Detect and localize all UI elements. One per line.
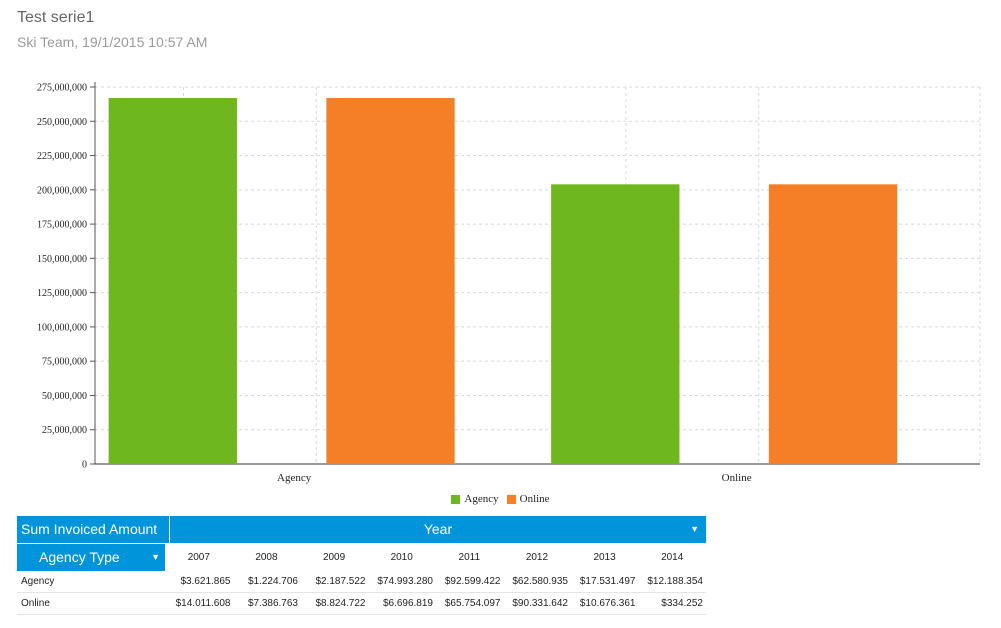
table-cell: $90.331.642 [512,598,568,609]
table-cell: $17.531.497 [579,576,636,587]
year-column-header: 2008 [255,552,278,563]
bar-chart: 0 25,000,000 50,000,000 75,000,000 100,000,0… [37,82,981,484]
y-tick-label: 175,000,000 [37,220,87,231]
chart-legend: Agency Online [0,493,1001,505]
row-label: Agency [21,576,55,587]
y-tick-label: 275,000,000 [37,83,87,94]
year-column-header: 2009 [322,552,346,563]
chevron-down-icon[interactable]: ▼ [690,524,699,534]
year-column-header: 2013 [593,552,616,563]
table-cell: $3.621.865 [180,576,231,587]
report-subtitle: Ski Team, 19/1/2015 10:57 AM [17,34,208,50]
y-tick-label: 25,000,000 [42,425,87,436]
agency-type-label: Agency Type [39,549,120,565]
legend-swatch [451,494,461,504]
y-tick-label: 75,000,000 [42,357,87,368]
y-tick-label: 200,000,000 [37,185,87,196]
year-column-header: 2007 [187,552,210,563]
table-cell: $92.599.422 [444,576,501,587]
table-cell: $6.696.819 [382,598,433,609]
legend-label: Online [519,493,550,505]
year-column-header: 2012 [525,552,549,563]
legend-item[interactable]: Agency [451,493,499,505]
year-column-header: 2010 [390,552,413,563]
report-title: Test serie1 [17,9,95,26]
table-cell: $65.754.097 [444,598,501,609]
year-field-label: Year [423,521,453,537]
table-cell: $12.188.354 [647,576,703,587]
table-cell: $14.011.608 [175,598,231,609]
bar-agency-online [551,184,680,465]
y-tick-label: 100,000,000 [37,322,87,333]
table-cell: $2.187.522 [315,576,366,587]
chevron-down-icon[interactable]: ▼ [151,552,160,562]
x-category-label: Agency [277,472,312,484]
x-category-label: Online [722,472,752,484]
bar-online-agency [326,97,455,464]
measure-label: Sum Invoiced Amount [17,516,169,543]
table-cell: $10.676.361 [579,598,636,609]
table-cell: $7.386.763 [247,598,298,609]
table-cell: $74.993.280 [377,576,433,587]
table-cell: $62.580.935 [512,576,568,587]
y-tick-label: 125,000,000 [37,288,87,299]
y-tick-label: 50,000,000 [42,391,87,402]
agency-type-field-button[interactable]: Agency Type ▼ [17,544,165,571]
table-cell: $8.824.722 [315,598,366,609]
year-column-header: 2014 [661,552,684,563]
row-label: Online [21,598,50,609]
bar-online-online [768,184,898,465]
year-column-header: 2011 [458,552,481,563]
legend-label: Agency [464,493,499,505]
pivot-table: Sum Invoiced Amount Year ▼ Agency Type ▼… [17,516,706,615]
legend-swatch [506,494,516,504]
table-cell: $1.224.706 [247,576,298,587]
y-tick-label: 150,000,000 [37,254,87,265]
table-row: Agency $3.621.865 $1.224.706 $2.187.522 $74.… [17,571,706,593]
table-cell: $334.252 [661,598,703,609]
table-row: Online $14.011.608 $7.386.763 $8.824.722 $6.… [17,593,706,615]
bar-agency-agency [108,97,237,464]
y-tick-label: 250,000,000 [37,117,87,128]
year-header-row: 2007 2008 2009 2010 2011 2012 2013 2014 [165,544,706,571]
year-field-header[interactable]: Year ▼ [170,516,706,543]
legend-item[interactable]: Online [506,493,550,505]
y-tick-label: 0 [82,460,87,471]
y-tick-label: 225,000,000 [37,151,87,162]
